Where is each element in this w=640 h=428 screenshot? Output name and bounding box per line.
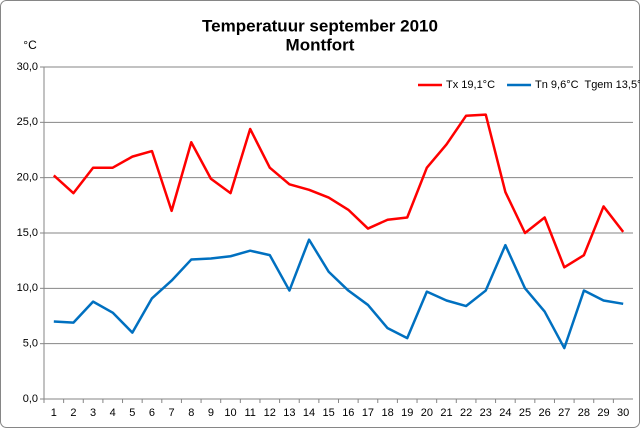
x-tick-label: 9 [208, 407, 214, 419]
x-tick-label: 18 [381, 407, 393, 419]
x-tick-label: 16 [342, 407, 354, 419]
x-tick-label: 11 [244, 407, 255, 419]
x-tick-label: 2 [70, 407, 76, 419]
x-tick-label: 3 [90, 407, 96, 419]
x-tick-label: 5 [129, 407, 135, 419]
x-tick-label: 28 [578, 407, 590, 419]
x-tick-label: 25 [519, 407, 531, 419]
legend-label: Tn 9,6°C Tgem 13,5°C [535, 79, 640, 91]
x-tick-label: 26 [539, 407, 551, 419]
y-tick-label: 10,0 [17, 282, 38, 294]
x-tick-label: 30 [617, 407, 629, 419]
x-tick-label: 14 [303, 407, 315, 419]
y-axis-label: °C [23, 38, 37, 52]
y-tick-label: 0,0 [23, 393, 38, 405]
series-line [53, 238, 624, 350]
y-tick-label: 30,0 [17, 61, 38, 73]
x-tick-label: 21 [440, 407, 452, 419]
chart-title: Temperatuur september 2010 [202, 16, 438, 35]
y-tick-label: 15,0 [17, 227, 38, 239]
x-tick-label: 10 [224, 407, 236, 419]
x-tick-label: 20 [421, 407, 433, 419]
x-tick-label: 17 [362, 407, 374, 419]
x-tick-label: 19 [401, 407, 413, 419]
y-tick-label: 25,0 [17, 116, 38, 128]
x-tick-label: 1 [51, 407, 57, 419]
x-tick-label: 22 [460, 407, 472, 419]
x-tick-label: 24 [499, 407, 511, 419]
series-line [52, 113, 625, 269]
chart-subtitle: Montfort [286, 35, 355, 54]
x-tick-label: 12 [264, 407, 276, 419]
x-tick-label: 13 [283, 407, 295, 419]
x-tick-label: 27 [558, 407, 570, 419]
legend-label: Tx 19,1°C [446, 79, 495, 91]
x-tick-label: 6 [149, 407, 155, 419]
x-tick-label: 29 [597, 407, 609, 419]
x-tick-label: 23 [480, 407, 492, 419]
x-tick-label: 7 [169, 407, 175, 419]
x-tick-label: 15 [323, 407, 335, 419]
x-tick-label: 4 [110, 407, 116, 419]
x-tick-label: 8 [188, 407, 194, 419]
y-tick-label: 20,0 [17, 172, 38, 184]
y-tick-label: 5,0 [23, 338, 38, 350]
